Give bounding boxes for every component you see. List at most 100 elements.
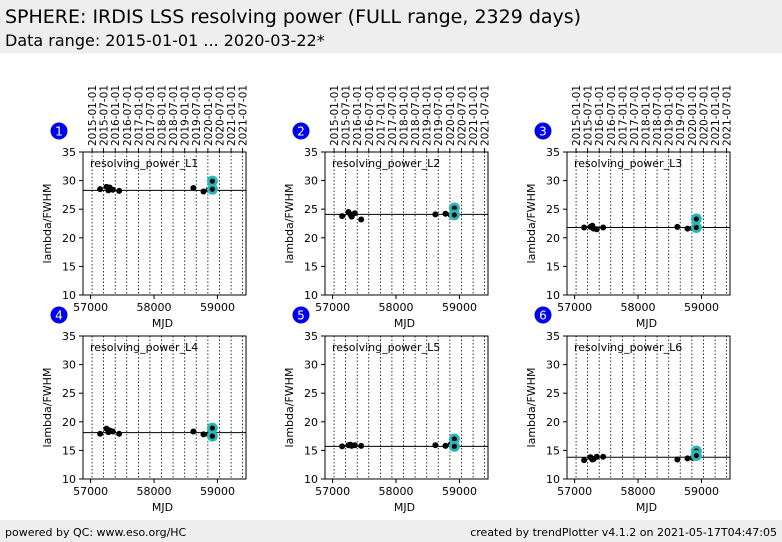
date-tick-label: 2016-07-01 bbox=[122, 85, 134, 146]
data-point bbox=[97, 186, 104, 193]
date-tick-label: 2015-07-01 bbox=[583, 85, 595, 146]
y-axis-label: lambda/FWHM bbox=[525, 184, 538, 264]
x-tick-label: 57000 bbox=[557, 301, 592, 314]
y-tick-label: 15 bbox=[546, 260, 560, 273]
date-tick-label: 2018-01-01 bbox=[399, 85, 411, 146]
date-tick-label: 2019-01-01 bbox=[180, 85, 192, 146]
date-tick-label: 2017-01-01 bbox=[617, 85, 629, 146]
plot-area bbox=[567, 336, 730, 479]
date-tick-label: 2019-07-01 bbox=[675, 85, 687, 146]
date-tick-label: 2017-01-01 bbox=[133, 85, 145, 146]
date-tick-label: 2021-07-01 bbox=[722, 85, 734, 146]
x-tick-label: 58000 bbox=[137, 485, 172, 498]
highlighted-point bbox=[209, 186, 215, 192]
date-tick-label: 2019-07-01 bbox=[433, 85, 445, 146]
y-tick-label: 25 bbox=[546, 203, 560, 216]
x-axis-label: MJD bbox=[394, 317, 415, 330]
date-tick-label: 2021-01-01 bbox=[468, 85, 480, 146]
highlighted-point bbox=[693, 224, 699, 231]
data-point bbox=[109, 428, 116, 435]
y-tick-label: 10 bbox=[304, 473, 318, 486]
date-tick-label: 2021-01-01 bbox=[710, 85, 722, 146]
y-tick-label: 30 bbox=[62, 359, 76, 372]
y-tick-label: 10 bbox=[546, 289, 560, 302]
data-point bbox=[358, 216, 365, 223]
plot-area bbox=[83, 152, 246, 295]
x-tick-label: 59000 bbox=[200, 301, 235, 314]
data-point bbox=[674, 223, 681, 230]
x-tick-label: 59000 bbox=[442, 301, 477, 314]
date-tick-label: 2017-01-01 bbox=[375, 85, 387, 146]
data-point bbox=[432, 211, 439, 218]
data-point bbox=[190, 185, 197, 192]
y-tick-label: 30 bbox=[62, 175, 76, 188]
date-tick-label: 2019-07-01 bbox=[191, 85, 203, 146]
data-point bbox=[116, 430, 123, 437]
y-tick-label: 15 bbox=[546, 444, 560, 457]
y-tick-label: 20 bbox=[546, 416, 560, 429]
data-point bbox=[442, 442, 449, 449]
data-point bbox=[593, 453, 600, 460]
highlighted-point bbox=[209, 178, 215, 184]
y-tick-label: 10 bbox=[546, 473, 560, 486]
data-point bbox=[200, 431, 207, 438]
panel-number: 3 bbox=[539, 125, 547, 139]
x-tick-label: 57000 bbox=[73, 301, 108, 314]
date-tick-label: 2018-07-01 bbox=[652, 85, 664, 146]
footer-timestamp: created by trendPlotter v4.1.2 on 2021-0… bbox=[470, 526, 777, 539]
y-axis-label: lambda/FWHM bbox=[41, 184, 54, 264]
x-axis-label: MJD bbox=[636, 501, 657, 514]
date-tick-label: 2018-07-01 bbox=[410, 85, 422, 146]
y-axis-label: lambda/FWHM bbox=[525, 368, 538, 448]
date-tick-label: 2020-01-01 bbox=[687, 85, 699, 146]
panel-number: 5 bbox=[297, 309, 305, 323]
series-label: resolving_power_L3 bbox=[574, 157, 682, 170]
x-tick-label: 57000 bbox=[73, 485, 108, 498]
y-tick-label: 35 bbox=[62, 146, 76, 159]
date-tick-label: 2016-07-01 bbox=[606, 85, 618, 146]
y-tick-label: 30 bbox=[546, 175, 560, 188]
plot-frame bbox=[324, 335, 489, 480]
data-point bbox=[684, 455, 691, 462]
panel-number-badge bbox=[534, 122, 552, 140]
y-tick-label: 25 bbox=[62, 203, 76, 216]
data-point bbox=[190, 428, 197, 435]
x-tick-label: 59000 bbox=[684, 301, 719, 314]
y-tick-label: 30 bbox=[546, 359, 560, 372]
data-point bbox=[351, 210, 358, 217]
data-point bbox=[339, 213, 346, 220]
data-point bbox=[358, 442, 365, 449]
data-range-subtitle: Data range: 2015-01-01 ... 2020-03-22* bbox=[5, 31, 325, 50]
x-axis-label: MJD bbox=[152, 501, 173, 514]
date-tick-label: 2015-07-01 bbox=[341, 85, 353, 146]
data-point bbox=[581, 224, 588, 231]
data-point bbox=[581, 457, 588, 464]
y-tick-label: 35 bbox=[546, 146, 560, 159]
y-tick-label: 30 bbox=[304, 359, 318, 372]
date-tick-label: 2018-01-01 bbox=[641, 85, 653, 146]
x-tick-label: 58000 bbox=[379, 485, 414, 498]
date-tick-label: 2018-07-01 bbox=[168, 85, 180, 146]
x-tick-label: 59000 bbox=[684, 485, 719, 498]
series-label: resolving_power_L4 bbox=[90, 341, 198, 354]
panel-number: 2 bbox=[297, 125, 305, 139]
panel-5: 10 15 20 25 30 35 57000 58000 59000 MJD lambda/FWH… bbox=[283, 306, 489, 514]
panel-4: 10 15 20 25 30 35 57000 58000 59000 MJD lambda/FWH… bbox=[41, 306, 247, 514]
panel-6: 10 15 20 25 30 35 57000 58000 59000 MJD lambda/FWH… bbox=[525, 306, 731, 514]
plot-frame bbox=[566, 151, 731, 296]
y-tick-label: 20 bbox=[62, 232, 76, 245]
panel-number: 6 bbox=[539, 309, 547, 323]
date-tick-label: 2015-07-01 bbox=[99, 85, 111, 146]
plot-area bbox=[83, 336, 246, 479]
date-tick-label: 2015-01-01 bbox=[87, 85, 99, 146]
y-tick-label: 15 bbox=[62, 444, 76, 457]
date-tick-label: 2019-01-01 bbox=[422, 85, 434, 146]
report-title: SPHERE: IRDIS LSS resolving power (FULL … bbox=[5, 6, 582, 28]
panel-number-badge bbox=[534, 306, 552, 324]
date-tick-label: 2018-01-01 bbox=[157, 85, 169, 146]
x-tick-label: 58000 bbox=[379, 301, 414, 314]
panel-number: 1 bbox=[55, 125, 63, 139]
highlighted-point bbox=[693, 452, 699, 459]
